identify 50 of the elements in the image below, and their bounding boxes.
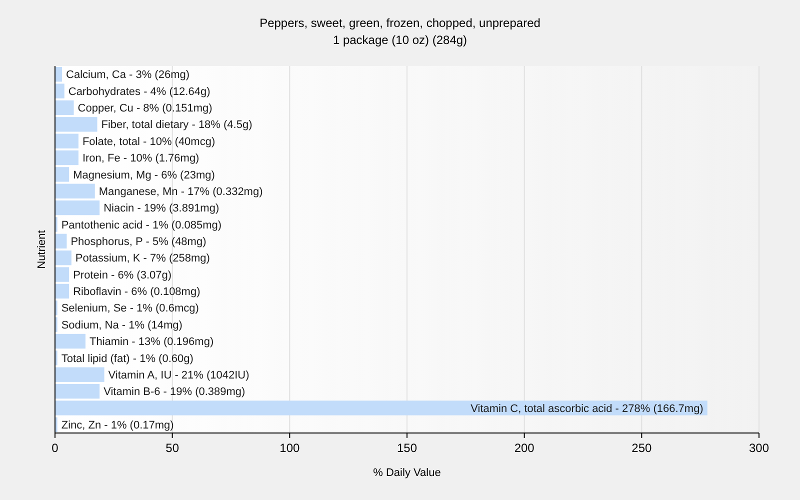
y-tick-label: Phosphorus, P - 5% (48mg) — [70, 236, 206, 248]
y-tick-label: Total lipid (fat) - 1% (0.60g) — [61, 352, 194, 365]
y-tick-label: Vitamin C, total ascorbic acid - 278% (166.7mg) — [470, 402, 704, 415]
bar — [55, 100, 74, 116]
y-tick-label: Fiber, total dietary - 18% (4.5g) — [101, 119, 252, 132]
bar — [55, 400, 708, 416]
y-tick-label: Magnesium, Mg - 6% (23mg) — [73, 169, 215, 182]
y-tick-label: Potassium, K - 7% (258mg) — [75, 252, 210, 265]
bar — [55, 117, 98, 132]
x-tick-label: 0 — [52, 441, 59, 455]
bar — [55, 334, 86, 349]
y-tick-label: Riboflavin - 6% (0.108mg) — [73, 286, 200, 298]
bar — [55, 200, 100, 216]
y-tick-label: Zinc, Zn - 1% (0.17mg) — [61, 420, 174, 432]
y-tick-label: Folate, total - 10% (40mcg) — [82, 136, 216, 148]
y-tick-label: Vitamin A, IU - 21% (1042IU) — [108, 369, 250, 382]
x-tick-label: 50 — [166, 441, 180, 455]
bar — [55, 234, 67, 248]
x-tick-label: 100 — [280, 441, 300, 455]
x-tick-label: 250 — [632, 441, 652, 455]
y-tick-label: Vitamin B-6 - 19% (0.389mg) — [104, 386, 246, 398]
bar — [55, 67, 62, 82]
bar — [55, 367, 104, 382]
bar — [55, 250, 72, 266]
bar — [55, 150, 78, 166]
y-tick-label: Thiamin - 13% (0.196mg) — [90, 336, 214, 348]
x-tick-label: 150 — [396, 441, 418, 455]
y-tick-label: Iron, Fe - 10% (1.76mg) — [82, 152, 200, 165]
y-tick-label: Pantothenic acid - 1% (0.085mg) — [61, 219, 222, 232]
bar — [55, 84, 64, 98]
chart-title: Peppers, sweet, green, frozen, chopped, unprepared — [260, 16, 540, 30]
y-axis-title: Nutrient — [36, 230, 48, 269]
y-tick-label: Carbohydrates - 4% (12.64g) — [68, 86, 210, 98]
y-tick-label: Manganese, Mn - 17% (0.332mg) — [98, 186, 263, 198]
x-tick-label: 300 — [748, 441, 770, 455]
y-tick-label: Protein - 6% (3.07g) — [73, 269, 172, 282]
y-tick-label: Selenium, Se - 1% (0.6mcg) — [61, 302, 199, 315]
bar — [55, 167, 70, 182]
x-tick-label: 200 — [514, 441, 535, 455]
y-tick-label: Copper, Cu - 8% (0.151mg) — [78, 102, 212, 115]
bar — [55, 284, 70, 299]
bar — [55, 384, 100, 399]
bar — [55, 184, 95, 198]
bar — [55, 267, 70, 282]
bar — [55, 134, 78, 148]
x-axis-title: % Daily Value — [373, 467, 441, 479]
y-tick-label: Niacin - 19% (3.891mg) — [104, 202, 220, 215]
chart-subtitle: 1 package (10 oz) (284g) — [332, 33, 468, 47]
y-tick-label: Calcium, Ca - 3% (26mg) — [66, 69, 190, 82]
y-tick-label: Sodium, Na - 1% (14mg) — [61, 319, 182, 332]
